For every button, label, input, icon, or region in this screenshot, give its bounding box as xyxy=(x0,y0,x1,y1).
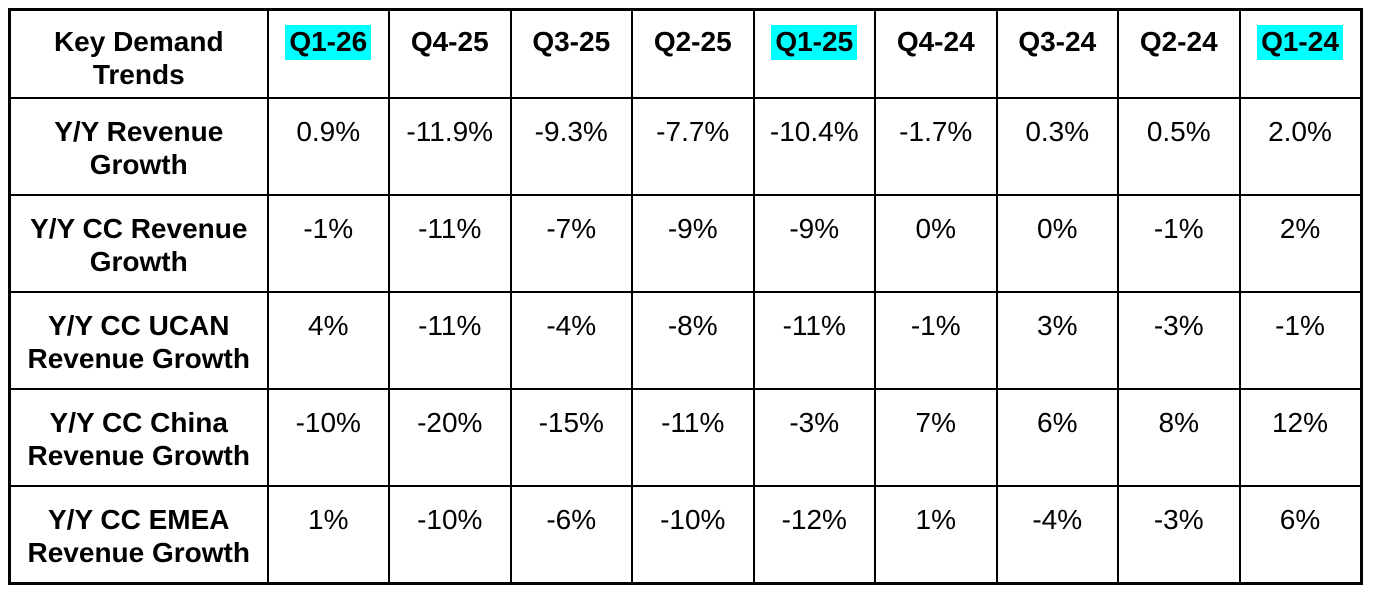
value-cell: 0% xyxy=(995,194,1119,294)
row-label: Y/Y CC Revenue Growth xyxy=(8,194,269,294)
value-cell: 6% xyxy=(1238,485,1362,585)
value-cell: 6% xyxy=(995,388,1119,488)
value-cell: 0% xyxy=(874,194,998,294)
quarter-label: Q3-24 xyxy=(1018,26,1097,57)
quarter-label: Q2-24 xyxy=(1139,26,1218,57)
value-cell: 0.3% xyxy=(995,97,1119,197)
value-cell: -11% xyxy=(388,291,512,391)
value-cell: 7% xyxy=(874,388,998,488)
value-cell: -4% xyxy=(509,291,633,391)
table-row: Y/Y Revenue Growth 0.9% -11.9% -9.3% -7.7% -1… xyxy=(8,97,1362,197)
column-header-cell: Q4-25 xyxy=(388,8,512,100)
value-cell: -1% xyxy=(1238,291,1362,391)
value-cell: -4% xyxy=(995,485,1119,585)
row-label: Y/Y Revenue Growth xyxy=(8,97,269,197)
value-cell: -7% xyxy=(509,194,633,294)
value-cell: 2.0% xyxy=(1238,97,1362,197)
value-cell: -9% xyxy=(752,194,876,294)
value-cell: -3% xyxy=(1117,485,1241,585)
column-header-cell: Q1-26 xyxy=(266,8,390,100)
quarter-label: Q2-25 xyxy=(653,26,732,57)
value-cell: -9.3% xyxy=(509,97,633,197)
column-header-cell: Q1-25 xyxy=(752,8,876,100)
value-cell: -8% xyxy=(631,291,755,391)
value-cell: -1% xyxy=(266,194,390,294)
value-cell: -12% xyxy=(752,485,876,585)
value-cell: -15% xyxy=(509,388,633,488)
value-cell: -9% xyxy=(631,194,755,294)
value-cell: -10.4% xyxy=(752,97,876,197)
key-demand-trends-table: Key Demand Trends Q1-26 Q4-25 Q3-25 Q2-25 Q1… xyxy=(8,8,1363,585)
quarter-label: Q4-25 xyxy=(410,26,489,57)
value-cell: 0.9% xyxy=(266,97,390,197)
value-cell: -3% xyxy=(1117,291,1241,391)
column-header-cell: Q3-25 xyxy=(509,8,633,100)
value-cell: 1% xyxy=(266,485,390,585)
value-cell: -1% xyxy=(1117,194,1241,294)
table-row: Y/Y CC Revenue Growth -1% -11% -7% -9% -9% 0% 0… xyxy=(8,194,1362,294)
quarter-label: Q3-25 xyxy=(532,26,611,57)
quarter-label: Q4-24 xyxy=(896,26,975,57)
value-cell: 1% xyxy=(874,485,998,585)
column-header-cell: Q4-24 xyxy=(874,8,998,100)
value-cell: -1% xyxy=(874,291,998,391)
table-title-cell: Key Demand Trends xyxy=(8,8,269,100)
value-cell: -11.9% xyxy=(388,97,512,197)
column-header-cell: Q2-25 xyxy=(631,8,755,100)
column-header-cell: Q1-24 xyxy=(1238,8,1362,100)
value-cell: 0.5% xyxy=(1117,97,1241,197)
value-cell: -1.7% xyxy=(874,97,998,197)
column-header-cell: Q3-24 xyxy=(995,8,1119,100)
row-label: Y/Y CC EMEA Revenue Growth xyxy=(8,485,269,585)
value-cell: 12% xyxy=(1238,388,1362,488)
row-label: Y/Y CC UCAN Revenue Growth xyxy=(8,291,269,391)
value-cell: -10% xyxy=(388,485,512,585)
value-cell: -20% xyxy=(388,388,512,488)
value-cell: 2% xyxy=(1238,194,1362,294)
table-row: Y/Y CC UCAN Revenue Growth 4% -11% -4% -8% -1… xyxy=(8,291,1362,391)
column-header-cell: Q2-24 xyxy=(1117,8,1241,100)
value-cell: 4% xyxy=(266,291,390,391)
value-cell: -10% xyxy=(266,388,390,488)
value-cell: -11% xyxy=(388,194,512,294)
value-cell: 8% xyxy=(1117,388,1241,488)
value-cell: -10% xyxy=(631,485,755,585)
value-cell: -3% xyxy=(752,388,876,488)
row-label: Y/Y CC China Revenue Growth xyxy=(8,388,269,488)
table-row: Y/Y CC EMEA Revenue Growth 1% -10% -6% -10% -… xyxy=(8,485,1362,585)
quarter-label-highlighted: Q1-25 xyxy=(771,25,858,61)
value-cell: -11% xyxy=(752,291,876,391)
value-cell: 3% xyxy=(995,291,1119,391)
table-row: Y/Y CC China Revenue Growth -10% -20% -15% -… xyxy=(8,388,1362,488)
value-cell: -7.7% xyxy=(631,97,755,197)
table-header-row: Key Demand Trends Q1-26 Q4-25 Q3-25 Q2-25 Q1… xyxy=(8,8,1362,100)
value-cell: -11% xyxy=(631,388,755,488)
quarter-label-highlighted: Q1-26 xyxy=(285,25,372,61)
value-cell: -6% xyxy=(509,485,633,585)
quarter-label-highlighted: Q1-24 xyxy=(1257,25,1343,61)
